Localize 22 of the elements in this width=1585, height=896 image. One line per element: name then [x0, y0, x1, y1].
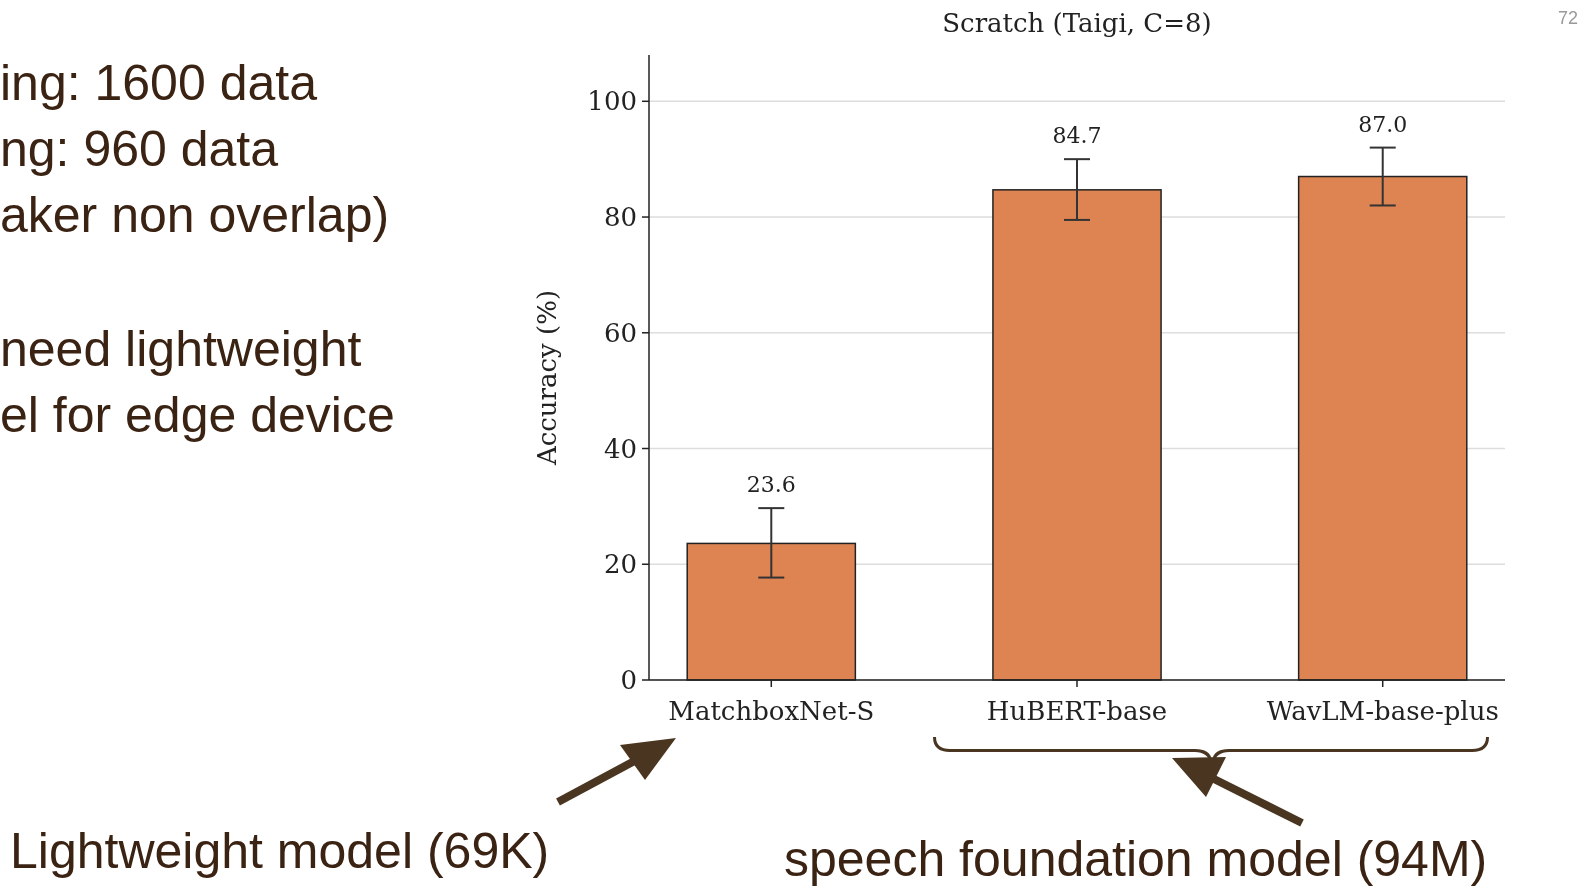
y-axis-title: Accuracy (%): [532, 289, 562, 467]
x-tick-label: WavLM-base-plus: [1266, 696, 1499, 726]
x-tick-label: MatchboxNet-S: [668, 696, 875, 726]
text: aker non overlap): [0, 187, 390, 243]
data-label: 84.7: [1052, 123, 1102, 149]
chart-title: Scratch (Taigi, C=8): [942, 8, 1212, 38]
y-tick-label: 100: [587, 86, 637, 117]
y-tick-label: 80: [603, 202, 637, 233]
data-label: 23.6: [746, 472, 796, 498]
text: ing: 1600 data: [0, 55, 318, 111]
y-tick-label: 0: [620, 665, 637, 696]
text: 72: [1557, 8, 1578, 28]
text: ng: 960 data: [0, 121, 279, 177]
y-tick-label: 20: [603, 549, 637, 580]
text: Lightweight model (69K): [10, 823, 550, 879]
text: need lightweight: [0, 321, 362, 377]
y-tick-label: 40: [603, 433, 637, 464]
x-tick-label: HuBERT-base: [986, 696, 1168, 726]
text: el for edge device: [0, 387, 395, 443]
data-label: 87.0: [1358, 111, 1408, 137]
text: speech foundation model (94M): [784, 831, 1488, 887]
y-tick-label: 60: [603, 317, 637, 348]
